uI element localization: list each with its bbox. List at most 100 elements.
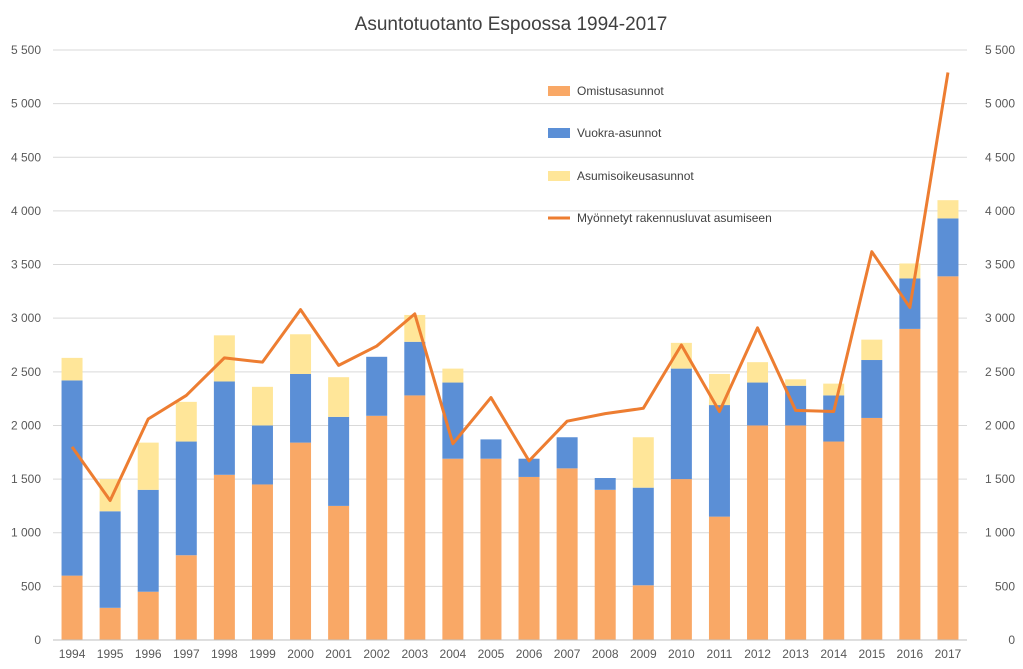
bar-asumisoikeusasunnot-2012 bbox=[747, 362, 769, 383]
x-tick-1999: 1999 bbox=[249, 647, 276, 661]
bar-vuokra-asunnot-2008 bbox=[594, 478, 616, 490]
bar-omistusasunnot-2001 bbox=[328, 505, 350, 640]
bar-vuokra-asunnot-2014 bbox=[823, 395, 845, 442]
bar-vuokra-asunnot-1999 bbox=[251, 425, 273, 485]
legend-label-my-nnetyt-rakennusluvat-asumiseen: Myönnetyt rakennusluvat asumiseen bbox=[577, 211, 772, 225]
y-tick-right: 3 500 bbox=[985, 258, 1015, 272]
x-tick-2016: 2016 bbox=[897, 647, 924, 661]
y-tick-left: 0 bbox=[34, 633, 41, 647]
bar-omistusasunnot-2006 bbox=[518, 476, 540, 640]
bar-omistusasunnot-1998 bbox=[213, 474, 235, 640]
bar-omistusasunnot-2015 bbox=[861, 417, 883, 640]
y-tick-right: 4 000 bbox=[985, 204, 1015, 218]
x-tick-2002: 2002 bbox=[363, 647, 390, 661]
bar-vuokra-asunnot-2002 bbox=[366, 356, 388, 416]
y-tick-right: 1 000 bbox=[985, 526, 1015, 540]
y-tick-right: 5 000 bbox=[985, 97, 1015, 111]
bar-vuokra-asunnot-2015 bbox=[861, 360, 883, 418]
bar-vuokra-asunnot-1995 bbox=[99, 511, 121, 608]
bar-omistusasunnot-2011 bbox=[708, 516, 730, 640]
y-tick-right: 500 bbox=[995, 579, 1015, 593]
bar-vuokra-asunnot-2006 bbox=[518, 458, 540, 477]
y-tick-right: 1 500 bbox=[985, 472, 1015, 486]
bar-omistusasunnot-2014 bbox=[823, 441, 845, 640]
bar-omistusasunnot-1999 bbox=[251, 484, 273, 640]
y-tick-left: 500 bbox=[21, 579, 41, 593]
bar-vuokra-asunnot-2010 bbox=[670, 368, 692, 480]
bar-omistusasunnot-2003 bbox=[404, 395, 426, 640]
bar-omistusasunnot-1996 bbox=[137, 591, 159, 640]
bar-asumisoikeusasunnot-1994 bbox=[61, 357, 83, 381]
bar-vuokra-asunnot-2007 bbox=[556, 437, 578, 469]
legend-label-omistusasunnot: Omistusasunnot bbox=[577, 84, 664, 98]
x-tick-2009: 2009 bbox=[630, 647, 657, 661]
bar-asumisoikeusasunnot-2010 bbox=[670, 342, 692, 369]
y-tick-left: 3 500 bbox=[11, 258, 41, 272]
y-tick-left: 1 500 bbox=[11, 472, 41, 486]
x-tick-2007: 2007 bbox=[554, 647, 581, 661]
bar-omistusasunnot-1994 bbox=[61, 575, 83, 640]
x-tick-1997: 1997 bbox=[173, 647, 200, 661]
y-tick-right: 4 500 bbox=[985, 150, 1015, 164]
legend-swatch-asumisoikeusasunnot bbox=[548, 171, 570, 181]
line-myonnetyt-rakennusluvat bbox=[70, 72, 950, 503]
bar-omistusasunnot-1997 bbox=[175, 555, 197, 640]
x-tick-2000: 2000 bbox=[287, 647, 314, 661]
y-tick-left: 5 000 bbox=[11, 97, 41, 111]
bar-vuokra-asunnot-2017 bbox=[937, 218, 959, 277]
bar-omistusasunnot-2009 bbox=[632, 585, 654, 640]
x-tick-2006: 2006 bbox=[516, 647, 543, 661]
legend-swatch-omistusasunnot bbox=[548, 86, 570, 96]
y-tick-right: 2 000 bbox=[985, 418, 1015, 432]
bar-asumisoikeusasunnot-1997 bbox=[175, 401, 197, 442]
bar-vuokra-asunnot-1998 bbox=[213, 381, 235, 475]
bar-asumisoikeusasunnot-1996 bbox=[137, 442, 159, 490]
y-tick-left: 3 000 bbox=[11, 311, 41, 325]
bar-omistusasunnot-2017 bbox=[937, 276, 959, 640]
bar-omistusasunnot-2007 bbox=[556, 468, 578, 640]
bar-omistusasunnot-2000 bbox=[290, 442, 312, 640]
bar-omistusasunnot-2004 bbox=[442, 458, 464, 640]
bar-vuokra-asunnot-2001 bbox=[328, 416, 350, 506]
y-tick-left: 5 500 bbox=[11, 43, 41, 57]
x-tick-1995: 1995 bbox=[97, 647, 124, 661]
x-tick-2004: 2004 bbox=[440, 647, 467, 661]
bar-omistusasunnot-2005 bbox=[480, 458, 502, 640]
y-tick-left: 4 500 bbox=[11, 150, 41, 164]
legend-label-asumisoikeusasunnot: Asumisoikeusasunnot bbox=[577, 169, 694, 183]
y-tick-left: 2 000 bbox=[11, 418, 41, 432]
bar-asumisoikeusasunnot-2015 bbox=[861, 339, 883, 361]
bar-vuokra-asunnot-2011 bbox=[708, 405, 730, 517]
bar-vuokra-asunnot-1997 bbox=[175, 441, 197, 556]
x-tick-2017: 2017 bbox=[935, 647, 962, 661]
bar-vuokra-asunnot-2003 bbox=[404, 341, 426, 396]
bar-vuokra-asunnot-1996 bbox=[137, 489, 159, 592]
x-tick-2012: 2012 bbox=[744, 647, 771, 661]
bar-vuokra-asunnot-2005 bbox=[480, 439, 502, 459]
bar-vuokra-asunnot-1994 bbox=[61, 380, 83, 576]
chart-title: Asuntotuotanto Espoossa 1994-2017 bbox=[355, 14, 668, 35]
y-tick-right: 2 500 bbox=[985, 365, 1015, 379]
y-tick-right: 0 bbox=[1008, 633, 1015, 647]
x-tick-1998: 1998 bbox=[211, 647, 238, 661]
bar-asumisoikeusasunnot-2000 bbox=[290, 334, 312, 374]
y-tick-left: 2 500 bbox=[11, 365, 41, 379]
bar-omistusasunnot-2010 bbox=[670, 479, 692, 640]
bar-omistusasunnot-2008 bbox=[594, 489, 616, 640]
y-tick-left: 4 000 bbox=[11, 204, 41, 218]
bar-asumisoikeusasunnot-2009 bbox=[632, 437, 654, 488]
x-tick-2003: 2003 bbox=[401, 647, 428, 661]
x-tick-1994: 1994 bbox=[59, 647, 86, 661]
bar-asumisoikeusasunnot-2017 bbox=[937, 200, 959, 219]
bar-omistusasunnot-2016 bbox=[899, 328, 921, 640]
bar-omistusasunnot-1995 bbox=[99, 607, 121, 640]
x-tick-1996: 1996 bbox=[135, 647, 162, 661]
y-tick-right: 5 500 bbox=[985, 43, 1015, 57]
x-tick-2008: 2008 bbox=[592, 647, 619, 661]
x-tick-2014: 2014 bbox=[820, 647, 847, 661]
x-tick-2005: 2005 bbox=[478, 647, 505, 661]
bar-omistusasunnot-2012 bbox=[747, 425, 769, 640]
y-tick-right: 3 000 bbox=[985, 311, 1015, 325]
